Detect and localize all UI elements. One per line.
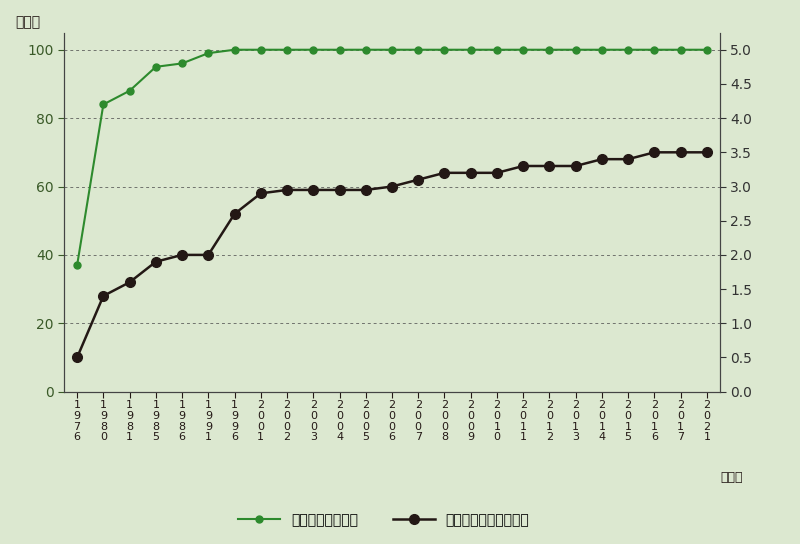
実施回数（週あたり） <box>440 170 450 176</box>
実施回数（週あたり） <box>151 258 161 265</box>
米飯給食自給率＊ <box>676 46 686 53</box>
実施回数（週あたり） <box>571 163 581 169</box>
実施回数（週あたり） <box>623 156 633 163</box>
米飯給食自給率＊ <box>72 262 82 268</box>
米飯給食自給率＊ <box>178 60 187 67</box>
米飯給食自給率＊ <box>256 46 266 53</box>
実施回数（週あたり） <box>125 279 134 286</box>
米飯給食自給率＊ <box>309 46 318 53</box>
実施回数（週あたり） <box>230 211 239 217</box>
米飯給食自給率＊ <box>151 64 161 70</box>
実施回数（週あたり） <box>597 156 606 163</box>
実施回数（週あたり） <box>309 187 318 193</box>
実施回数（週あたり） <box>72 354 82 361</box>
Line: 米飯給食自給率＊: 米飯給食自給率＊ <box>74 46 710 269</box>
米飯給食自給率＊ <box>623 46 633 53</box>
実施回数（週あたり） <box>466 170 475 176</box>
米飯給食自給率＊ <box>203 50 213 57</box>
米飯給食自給率＊ <box>597 46 606 53</box>
Text: （年）: （年） <box>721 471 743 484</box>
米飯給食自給率＊ <box>466 46 475 53</box>
実施回数（週あたり） <box>676 149 686 156</box>
実施回数（週あたり） <box>518 163 528 169</box>
Legend: 米飯給食自給率＊, 実施回数（週あたり）: 米飯給食自給率＊, 実施回数（週あたり） <box>234 509 534 531</box>
米飯給食自給率＊ <box>702 46 712 53</box>
実施回数（週あたり） <box>702 149 712 156</box>
米飯給食自給率＊ <box>545 46 554 53</box>
米飯給食自給率＊ <box>98 101 108 108</box>
実施回数（週あたり） <box>282 187 292 193</box>
米飯給食自給率＊ <box>125 88 134 94</box>
Text: （％）: （％） <box>15 15 40 29</box>
米飯給食自給率＊ <box>518 46 528 53</box>
実施回数（週あたり） <box>334 187 344 193</box>
実施回数（週あたり） <box>178 252 187 258</box>
米飯給食自給率＊ <box>571 46 581 53</box>
実施回数（週あたり） <box>387 183 397 190</box>
米飯給食自給率＊ <box>230 46 239 53</box>
米飯給食自給率＊ <box>282 46 292 53</box>
米飯給食自給率＊ <box>440 46 450 53</box>
実施回数（週あたり） <box>414 176 423 183</box>
米飯給食自給率＊ <box>650 46 659 53</box>
実施回数（週あたり） <box>650 149 659 156</box>
実施回数（週あたり） <box>98 293 108 299</box>
Line: 実施回数（週あたり）: 実施回数（週あたり） <box>72 147 712 362</box>
実施回数（週あたり） <box>256 190 266 196</box>
米飯給食自給率＊ <box>361 46 370 53</box>
実施回数（週あたり） <box>203 252 213 258</box>
米飯給食自給率＊ <box>414 46 423 53</box>
実施回数（週あたり） <box>492 170 502 176</box>
米飯給食自給率＊ <box>334 46 344 53</box>
実施回数（週あたり） <box>361 187 370 193</box>
米飯給食自給率＊ <box>492 46 502 53</box>
米飯給食自給率＊ <box>387 46 397 53</box>
実施回数（週あたり） <box>545 163 554 169</box>
